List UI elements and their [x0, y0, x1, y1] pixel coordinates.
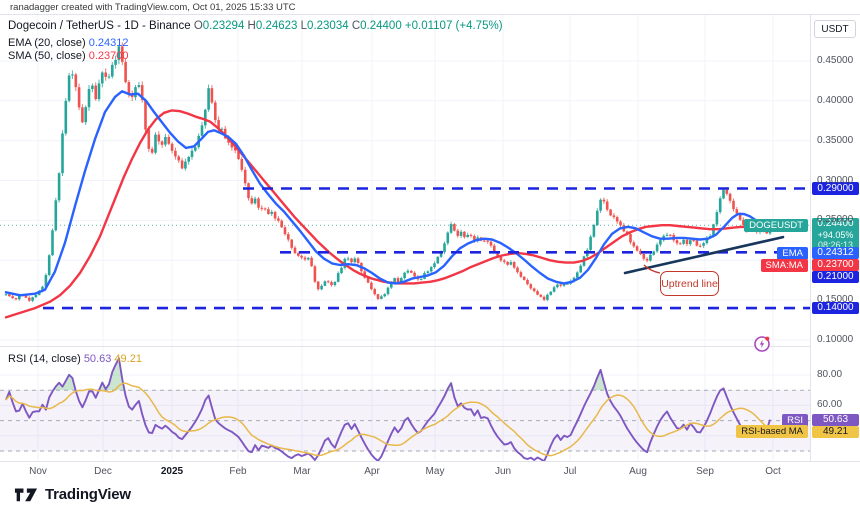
time-label-Feb: Feb	[229, 466, 247, 477]
level-badge-029: 0.29000	[812, 182, 859, 195]
sma-legend[interactable]: SMA (50, close) 0.23700	[8, 50, 128, 62]
pane-divider[interactable]	[0, 346, 860, 347]
price-tick-0.35000: 0.35000	[817, 135, 854, 146]
price-tick-0.45000: 0.45000	[817, 55, 854, 66]
rsi-tick-80.00: 80.00	[817, 369, 843, 380]
uptrend-line-label[interactable]: Uptrend line	[660, 271, 719, 296]
time-label-May: May	[425, 466, 445, 477]
rsi-legend-label: RSI (14, close)	[8, 353, 81, 365]
symbol-price-chip: DOGEUSDT	[744, 219, 808, 232]
rsi-ma-line[interactable]	[5, 382, 771, 457]
chart-container[interactable]: Dogecoin / TetherUS - 1D - Binance O0.23…	[0, 14, 860, 481]
time-label-2025: 2025	[160, 466, 184, 477]
price-tick-0.15000: 0.15000	[817, 294, 854, 305]
last-price-value: 0.24400	[817, 218, 854, 230]
change-value: +0.01107 (+4.75%)	[404, 20, 503, 32]
high-letter: H	[247, 20, 256, 32]
level-badge-014: 0.14000	[812, 302, 859, 314]
time-axis[interactable]: Nov Dec 2025 Feb Mar Apr May Jun Jul Aug Sep Oct	[0, 461, 860, 481]
attribution-text: ranadagger created with TradingView.com,…	[10, 2, 296, 13]
rsi-ma-value-badge: 49.21	[812, 426, 859, 438]
price-tick-0.25000: 0.25000	[817, 214, 854, 225]
open-letter: O	[193, 20, 203, 32]
price-tick-0.10000: 0.10000	[817, 334, 854, 345]
ema-chip: EMA	[777, 247, 808, 260]
time-label-Apr: Apr	[364, 466, 380, 477]
axis-currency-label[interactable]: USDT	[814, 20, 856, 38]
symbol-legend[interactable]: Dogecoin / TetherUS - 1D - Binance O0.23…	[8, 20, 503, 32]
uptrend-label-tail	[643, 264, 661, 274]
rsi-pane-canvas[interactable]	[0, 347, 810, 461]
open-value: 0.23294	[202, 20, 245, 32]
sma-legend-value: 0.23700	[88, 50, 129, 62]
price-tick-0.40000: 0.40000	[817, 95, 854, 106]
sma-chip: SMA:MA	[760, 259, 808, 272]
uptrend-line-label-text: Uptrend line	[661, 277, 718, 290]
rsi-value-badge: 50.63	[812, 414, 859, 426]
rsi-legend[interactable]: RSI (14, close) 50.63 49.21	[8, 353, 142, 365]
rsi-line[interactable]	[5, 357, 771, 461]
tradingview-logo-text: TradingView	[45, 486, 131, 503]
price-tick-0.30000: 0.30000	[817, 175, 854, 186]
tradingview-logo[interactable]: TradingView	[14, 486, 131, 503]
close-value: 0.24400	[360, 20, 402, 32]
ema20-line[interactable]	[4, 90, 771, 297]
bar-countdown: 08:26:13	[817, 240, 854, 251]
symbol-title: Dogecoin / TetherUS - 1D - Binance	[8, 20, 191, 32]
time-label-Jul: Jul	[563, 466, 577, 477]
candles-layer	[4, 42, 772, 303]
notification-dot	[765, 336, 770, 341]
rsi-tick-60.00: 60.00	[817, 399, 843, 410]
rsi-legend-value: 50.63	[83, 353, 112, 365]
ema-legend[interactable]: EMA (20, close) 0.24312	[8, 37, 128, 49]
ema-legend-label: EMA (20, close)	[8, 37, 86, 49]
time-label-Dec: Dec	[94, 466, 112, 477]
low-value: 0.23034	[307, 20, 349, 32]
price-change-pct: +94.05%	[817, 229, 854, 240]
last-price-badge: 0.24400 +94.05% 08:26:13	[812, 218, 859, 251]
time-label-Aug: Aug	[629, 466, 647, 477]
ema-legend-value: 0.24312	[88, 37, 129, 49]
close-letter: C	[351, 20, 361, 32]
price-pane-canvas[interactable]	[0, 15, 810, 347]
time-label-Sep: Sep	[696, 466, 714, 477]
high-value: 0.24623	[255, 20, 298, 32]
rsi-chip: RSI	[782, 414, 808, 427]
time-label-Oct: Oct	[765, 466, 781, 477]
low-letter: L	[300, 20, 308, 32]
sma-value-badge: 0.23700	[812, 259, 859, 271]
lightning-bolt-glyph	[759, 339, 765, 349]
flash-events-icon[interactable]	[753, 335, 771, 353]
sma50-line[interactable]	[4, 109, 771, 319]
level-badge-021: 0.21000	[812, 271, 859, 283]
time-label-Jun: Jun	[494, 466, 512, 477]
sma-legend-label: SMA (50, close)	[8, 50, 86, 62]
time-label-Nov: Nov	[29, 466, 47, 477]
rsi-ma-legend-value: 49.21	[114, 353, 142, 365]
time-label-Mar: Mar	[293, 466, 311, 477]
ema-value-badge: 0.24312	[812, 247, 859, 259]
tradingview-logo-mark	[14, 488, 38, 502]
uptrend-trendline[interactable]	[623, 235, 785, 275]
rsi-ma-chip: RSI-based MA	[736, 425, 808, 438]
